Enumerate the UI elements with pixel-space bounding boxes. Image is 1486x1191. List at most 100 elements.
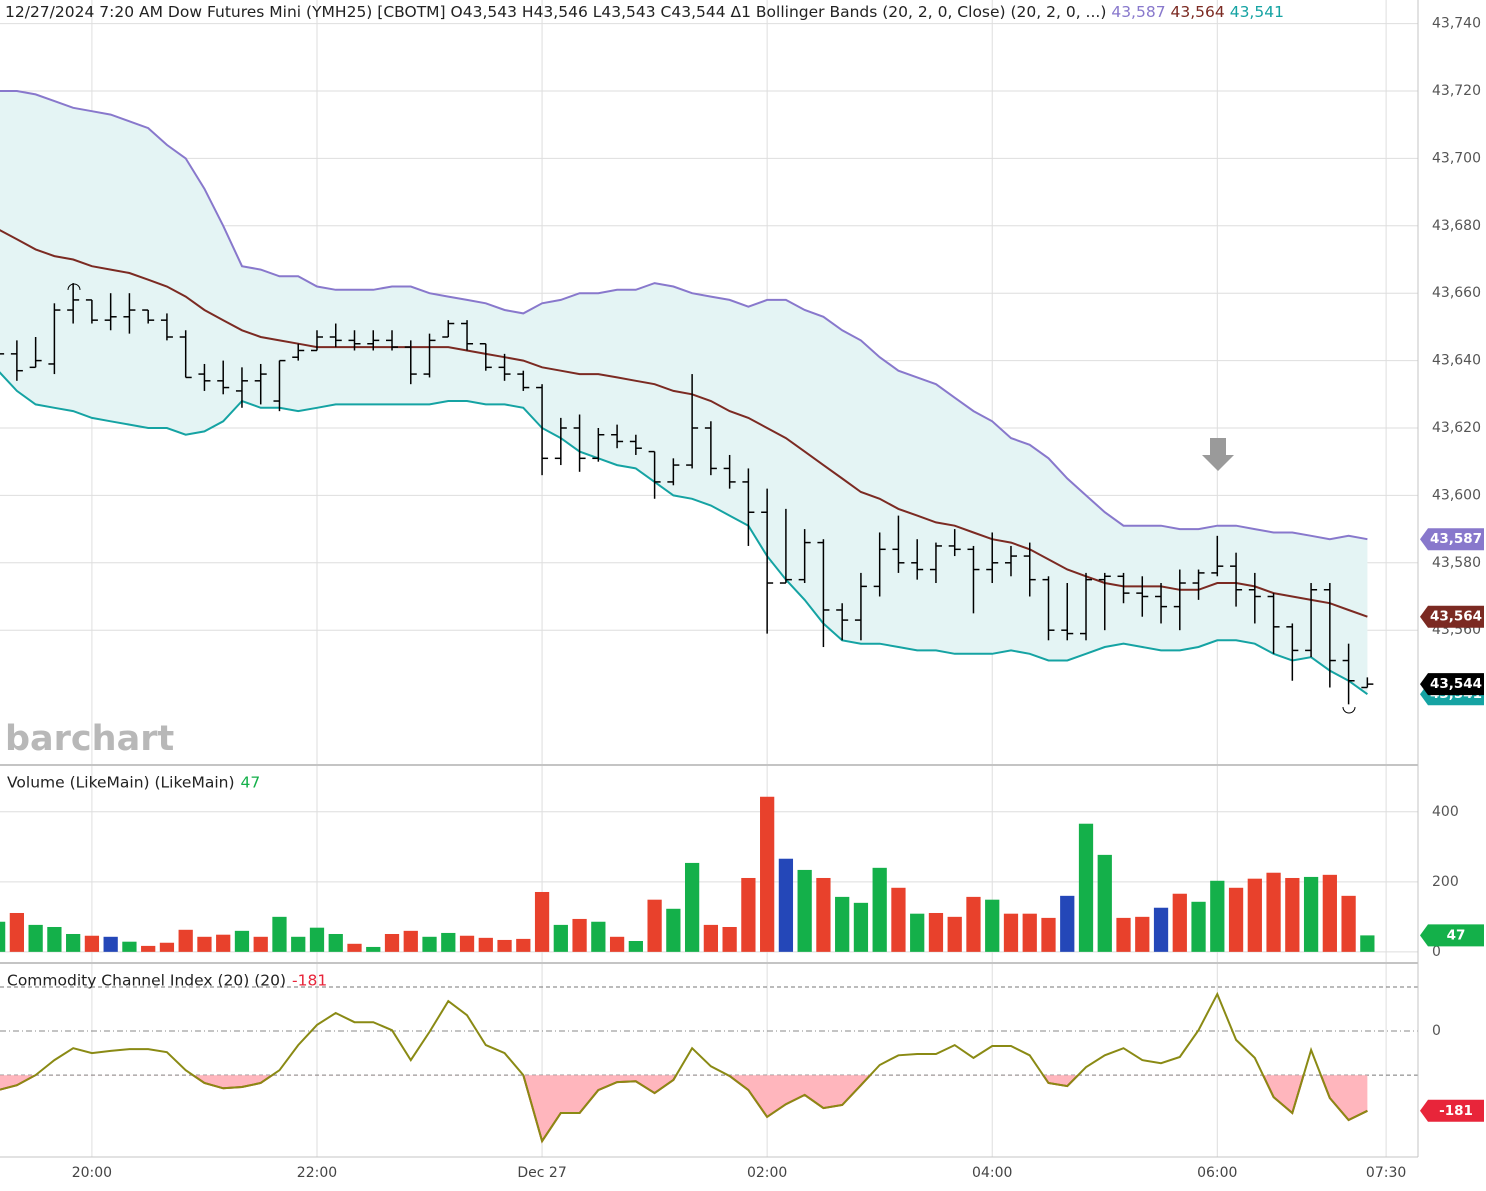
volume-bar (816, 877, 831, 952)
volume-bar (1135, 916, 1150, 952)
volume-bar (947, 916, 962, 952)
y-tick-label: 43,740 (1432, 16, 1481, 32)
cci-below (0, 1075, 1368, 1144)
volume-bar (1153, 907, 1169, 952)
labels: 20:00 22:00 Dec 27 02:00 04:00 06:00 07:30 43,5… (7, 16, 1484, 1181)
volume-bar (1266, 872, 1281, 952)
band-line (0, 229, 1368, 618)
volume-bar (1322, 874, 1337, 952)
panel-value: -181 (292, 972, 327, 990)
volume-bar (441, 932, 456, 952)
volume-bar (216, 934, 231, 952)
quote: O43,543 H43,546 L43,543 C43,544 Δ1 (450, 3, 751, 21)
volume-bar (1041, 917, 1056, 952)
volume-bar (478, 937, 493, 952)
panel-title: Volume (LikeMain) (LikeMain) (7, 774, 235, 792)
volume-bar (272, 916, 287, 952)
volume-bar (309, 927, 325, 952)
y-tick-label: 43,660 (1432, 285, 1481, 301)
y-tick-label: 43,640 (1432, 353, 1481, 369)
cci-panel (0, 991, 1368, 1144)
y-tick-label: 43,580 (1432, 555, 1481, 571)
volume-bar (159, 942, 175, 952)
value-tag (1420, 673, 1484, 696)
value-tag-label: -181 (1439, 1103, 1473, 1119)
value-tag (1420, 528, 1484, 551)
value-tag (1420, 605, 1484, 628)
volume-bar (366, 946, 381, 952)
volume-bar (553, 924, 568, 952)
volume-bar (534, 891, 550, 952)
volume-bar (1247, 878, 1262, 952)
x-tick-label: 06:00 (1197, 1165, 1237, 1181)
volume-bar (234, 930, 250, 952)
volume-bar (516, 938, 531, 952)
y-tick-label: 43,700 (1432, 150, 1481, 166)
volume-bar (178, 929, 193, 952)
volume-bar (966, 896, 981, 952)
band-line (0, 371, 1368, 696)
volume-panel (0, 796, 1375, 952)
volume-bar (1078, 823, 1094, 952)
volume-bar (684, 862, 700, 952)
volume-bar (0, 921, 6, 952)
volume-bar (1116, 917, 1131, 952)
volume-bar (1172, 893, 1187, 952)
volume-bar (760, 796, 775, 952)
volume-bar (66, 933, 81, 952)
x-tick-label: 07:30 (1366, 1165, 1406, 1181)
volume-bar (84, 935, 100, 952)
volume-bar (891, 887, 906, 952)
volume-bar (703, 924, 719, 952)
volume-bar (28, 924, 43, 952)
cci-line-below (0, 1075, 1368, 1144)
y-tick-label: 43,720 (1432, 83, 1481, 99)
datetime: 12/27/2024 7:20 AM (5, 3, 163, 21)
x-tick-label: 02:00 (747, 1165, 787, 1181)
high-marker (67, 283, 81, 291)
symbol: Dow Futures Mini (YMH25) [CBOTM] (167, 3, 446, 21)
watermark: barchart (5, 719, 174, 759)
x-tick-label: 22:00 (297, 1165, 337, 1181)
y-tick-label: 200 (1432, 874, 1459, 890)
volume-bar (1097, 854, 1112, 952)
volume-bar (459, 935, 475, 952)
y-tick-label: 43,600 (1432, 487, 1481, 503)
volume-bar (403, 930, 418, 952)
volume-bar (9, 912, 25, 952)
value-tag (1420, 1099, 1484, 1122)
volume-bar (872, 867, 887, 952)
volume-bar (666, 908, 681, 952)
volume-bar (722, 926, 737, 952)
volume-bar (47, 926, 62, 952)
volume-bar (253, 936, 268, 952)
volume-bar (835, 896, 850, 952)
event-arrow (1202, 438, 1234, 471)
panel-title: Commodity Channel Index (20) (20) (7, 972, 286, 990)
volume-bar (1228, 887, 1244, 952)
volume-bar (797, 869, 812, 952)
volume-bar (647, 899, 662, 952)
volume-bar (1360, 935, 1375, 952)
x-tick-label: 20:00 (72, 1165, 112, 1181)
indicator-value: 43,541 (1229, 3, 1284, 21)
price-panel (0, 90, 1374, 705)
volume-bar (122, 941, 137, 952)
y-tick-label: 43,620 (1432, 420, 1481, 436)
y-tick-label: 0 (1432, 944, 1441, 960)
plot (0, 90, 1375, 1144)
volume-bar (1285, 877, 1300, 952)
indicator-value: 43,587 (1111, 3, 1166, 21)
volume-bar (103, 936, 118, 952)
volume-bar (910, 913, 925, 952)
volume-bar (141, 945, 156, 952)
volume-bar (928, 912, 944, 952)
volume-bar (778, 858, 794, 952)
volume-bar (572, 918, 587, 952)
panel-value: 47 (241, 774, 261, 792)
volume-bar (1210, 880, 1225, 952)
y-tick-label: 0 (1432, 1023, 1441, 1039)
volume-bar (985, 899, 1000, 952)
header: 12/27/2024 7:20 AM Dow Futures Mini (YMH… (5, 3, 1284, 21)
